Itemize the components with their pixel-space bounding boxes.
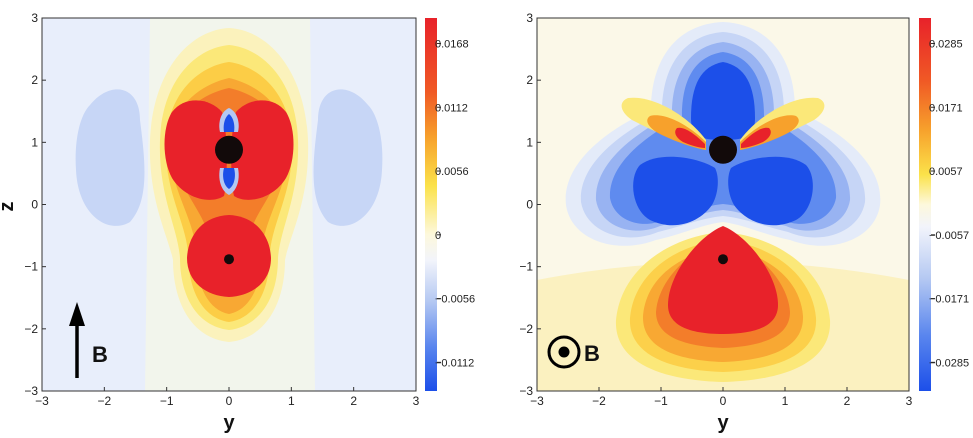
right-y-tick-label: 3 xyxy=(526,11,533,25)
right-colorbar-tick-label: −0.0285 xyxy=(929,357,969,369)
left-y-tick-label: 3 xyxy=(31,11,38,25)
right-positive-lobe-lower xyxy=(668,226,778,334)
right-x-tick-label: 2 xyxy=(844,394,851,408)
left-atom-large xyxy=(215,135,243,164)
left-x-tick-label: −1 xyxy=(160,394,174,408)
left-negative-core-upper xyxy=(223,114,235,132)
left-colorbar-tick-label: 0 xyxy=(435,230,441,242)
left-y-axis-label: z xyxy=(0,202,18,212)
field-out-of-page-dot-icon xyxy=(558,346,570,358)
left-atom-small xyxy=(224,254,234,265)
right-ticks: −3 −2 −1 0 1 2 3 −3 −2 −1 0 1 2 3 xyxy=(519,11,912,408)
right-atom-small xyxy=(718,254,728,265)
right-positive-wing-right-core xyxy=(741,127,771,148)
left-x-axis-label: y xyxy=(223,412,235,433)
left-contour-field xyxy=(42,18,416,391)
right-colorbar-tick-label: 0.0171 xyxy=(929,102,963,114)
left-positive-lobe-upper-left xyxy=(164,100,227,200)
right-y-tick-label: −3 xyxy=(519,384,533,398)
left-x-tick-label: 1 xyxy=(288,394,295,408)
right-colorbar-tick-label: −0.0171 xyxy=(929,294,969,306)
left-colorbar-ticks: 0.0168 0.0112 0.0056 0 −0.0056 −0.0112 xyxy=(435,39,475,370)
left-negative-side-lobe-right xyxy=(313,89,383,226)
left-positive-lobe-upper-right xyxy=(231,100,294,200)
left-colorbar-tick-label: 0.0112 xyxy=(435,102,468,114)
right-y-tick-label: 0 xyxy=(526,198,533,212)
right-colorbar-tick-label: 0.0285 xyxy=(929,39,963,51)
right-negative-core-upper xyxy=(691,62,755,140)
right-contour-field xyxy=(537,18,909,391)
right-negative-core-lower-left xyxy=(633,156,718,226)
right-y-tick-label: 2 xyxy=(526,73,533,87)
left-x-tick-label: 2 xyxy=(350,394,357,408)
right-y-tick-label: −1 xyxy=(519,260,533,274)
right-colorbar-tick-label: −0.0057 xyxy=(929,230,969,242)
left-atom-markers xyxy=(215,135,243,265)
left-colorbar-tick-label: −0.0112 xyxy=(435,357,474,369)
right-y-tick-label: −2 xyxy=(519,322,533,336)
left-x-tick-label: −3 xyxy=(35,394,49,408)
right-x-tick-label: 0 xyxy=(720,394,727,408)
right-negative-core-lower-right xyxy=(728,156,813,226)
left-y-tick-label: −2 xyxy=(24,322,38,336)
left-colorbar-tick-label: −0.0056 xyxy=(435,294,475,306)
left-y-tick-label: −3 xyxy=(24,384,38,398)
left-negative-side-lobe-left xyxy=(75,89,145,226)
right-atom-markers xyxy=(709,135,737,265)
right-positive-wing-left-core xyxy=(675,127,705,148)
right-x-tick-label: −3 xyxy=(530,394,544,408)
field-out-of-page-icon xyxy=(547,335,581,369)
right-x-axis-label: y xyxy=(717,412,729,433)
right-x-tick-label: 1 xyxy=(782,394,789,408)
right-colorbar-ticks: 0.0285 0.0171 0.0057 −0.0057 −0.0171 −0.0285 xyxy=(929,39,969,370)
left-field-arrow xyxy=(69,302,85,378)
left-y-tick-label: 2 xyxy=(31,73,38,87)
right-x-tick-label: −1 xyxy=(654,394,668,408)
left-colorbar-tick-label: 0.0056 xyxy=(435,166,469,178)
right-x-tick-label: 3 xyxy=(906,394,913,408)
left-ticks: −3 −2 −1 0 1 2 3 −3 −2 −1 0 1 2 3 xyxy=(24,11,419,408)
left-colorbar xyxy=(425,18,437,391)
right-atom-large xyxy=(709,135,737,164)
right-colorbar xyxy=(919,18,931,391)
left-colorbar-tick-label: 0.0168 xyxy=(435,39,469,51)
right-field-label: B xyxy=(584,341,600,366)
right-y-tick-label: 1 xyxy=(526,135,533,149)
left-field-label: B xyxy=(92,342,108,367)
field-arrow-up-icon xyxy=(69,302,85,326)
right-x-tick-label: −2 xyxy=(592,394,606,408)
left-x-tick-label: 0 xyxy=(226,394,233,408)
left-negative-core-lower xyxy=(223,168,235,189)
left-y-tick-label: 1 xyxy=(31,135,38,149)
left-y-tick-label: −1 xyxy=(24,260,38,274)
right-colorbar-tick-label: 0.0057 xyxy=(929,166,963,178)
left-x-tick-label: −2 xyxy=(97,394,111,408)
left-y-tick-label: 0 xyxy=(31,198,38,212)
left-x-tick-label: 3 xyxy=(413,394,420,408)
right-field-symbol xyxy=(547,335,581,369)
